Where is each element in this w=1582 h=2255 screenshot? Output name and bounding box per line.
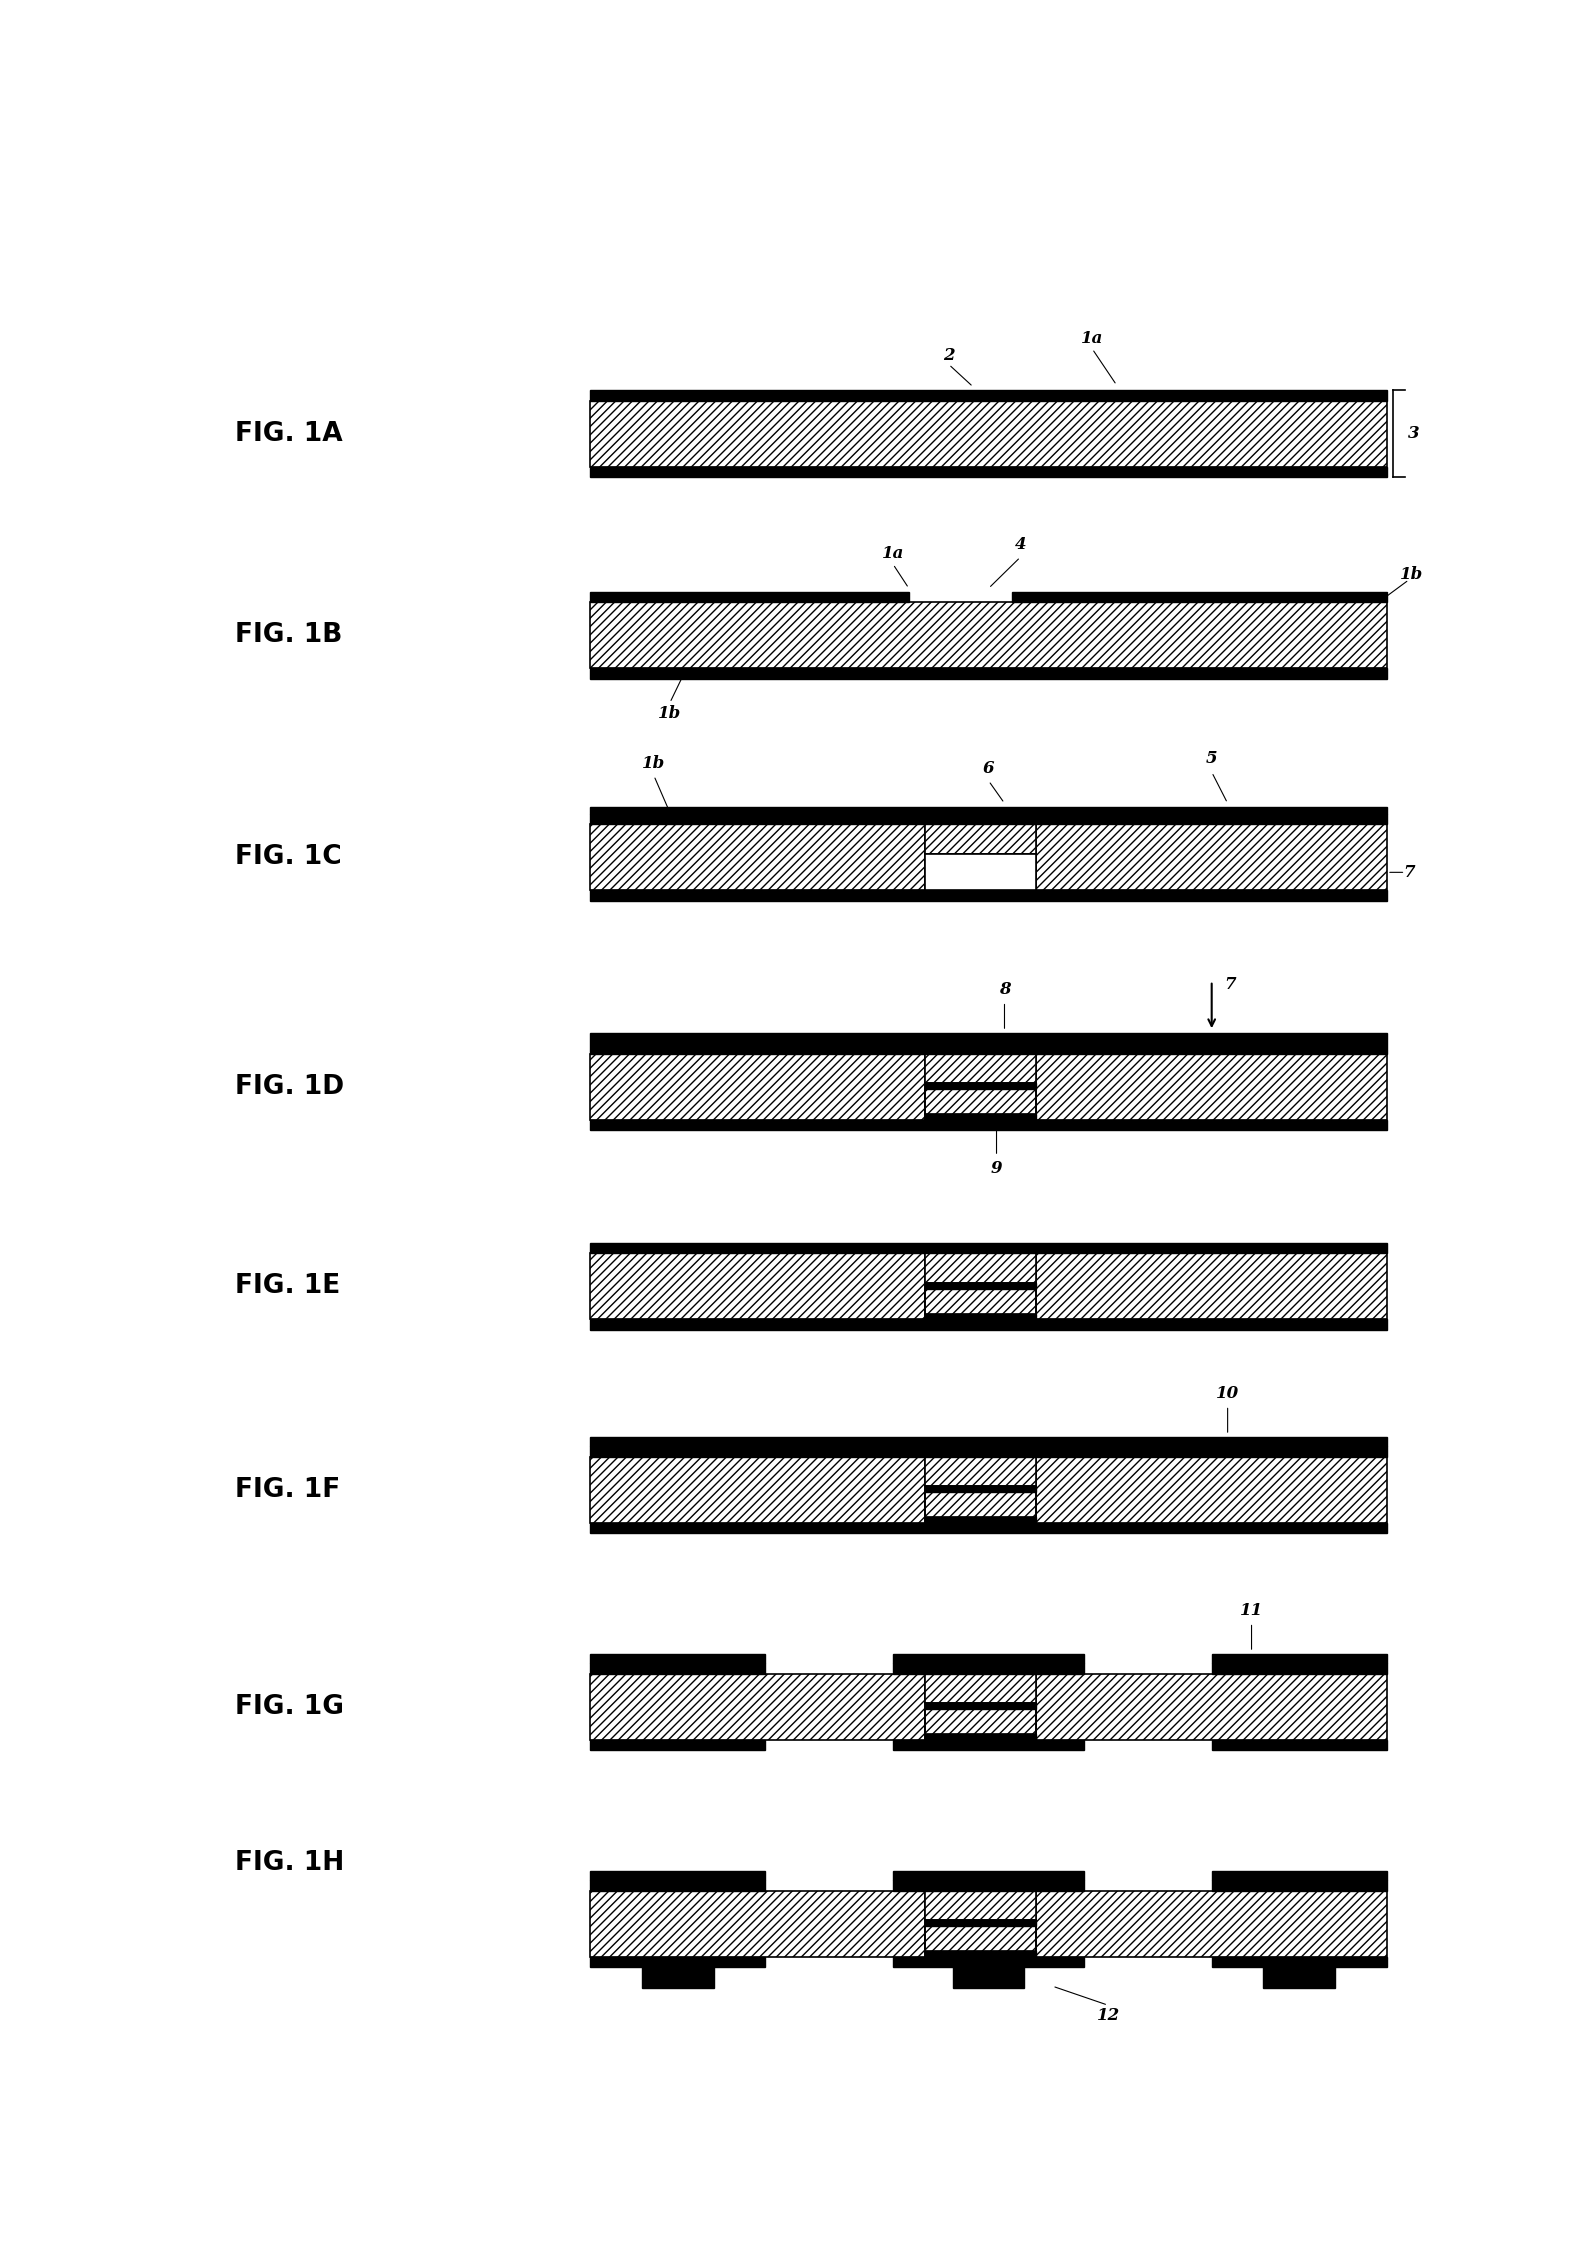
Bar (590, 1872, 766, 1881)
Bar (925, 1703, 1036, 1709)
Bar (590, 390, 1387, 401)
Bar (925, 1114, 1036, 1121)
Bar (590, 1881, 766, 1890)
Bar (590, 807, 1387, 814)
Text: FIG. 1G: FIG. 1G (234, 1694, 343, 1721)
Bar (1212, 1664, 1387, 1673)
Bar (1036, 1890, 1387, 1957)
Bar (590, 1522, 1387, 1533)
Bar (925, 1951, 1036, 1957)
Bar (925, 1926, 1036, 1951)
Bar (590, 1121, 1387, 1130)
Bar (925, 825, 1036, 855)
Bar (1212, 1872, 1387, 1881)
Bar (590, 1957, 766, 1966)
Bar (925, 1283, 1036, 1290)
Bar (590, 1033, 1387, 1053)
Bar (1212, 1739, 1387, 1750)
Text: 9: 9 (990, 1159, 1003, 1177)
Bar (590, 1319, 1387, 1330)
Bar (925, 1921, 1036, 1926)
Text: 2: 2 (943, 347, 954, 363)
Bar (590, 1436, 1387, 1445)
Text: 4: 4 (1014, 537, 1027, 552)
Bar (590, 667, 1387, 679)
Bar (925, 1673, 1036, 1703)
Text: 8: 8 (998, 981, 1011, 999)
Bar (925, 1486, 1036, 1493)
Text: FIG. 1D: FIG. 1D (234, 1073, 343, 1100)
Bar (925, 1518, 1036, 1522)
Bar (590, 825, 925, 891)
Bar (590, 1457, 925, 1522)
Bar (1036, 1254, 1387, 1319)
Bar (952, 1966, 1025, 1989)
Text: 5: 5 (1205, 749, 1218, 767)
Bar (590, 1739, 766, 1750)
Bar (1212, 1957, 1387, 1966)
Bar (590, 591, 908, 602)
Bar (1212, 1881, 1387, 1890)
Bar (590, 467, 1387, 478)
Bar (892, 1957, 1084, 1966)
Bar (925, 1082, 1036, 1089)
Bar (1036, 1673, 1387, 1739)
Bar (925, 1315, 1036, 1319)
Text: FIG. 1E: FIG. 1E (234, 1274, 340, 1299)
Text: 1a: 1a (881, 546, 903, 561)
Text: 6: 6 (982, 760, 995, 778)
Text: 1b: 1b (1400, 566, 1424, 584)
Text: 7: 7 (1403, 864, 1414, 882)
Bar (590, 1890, 925, 1957)
Text: 12: 12 (1096, 2007, 1120, 2025)
Text: 7: 7 (1224, 976, 1236, 992)
Bar (590, 1664, 766, 1673)
Bar (1036, 825, 1387, 891)
Text: FIG. 1H: FIG. 1H (234, 1849, 343, 1876)
Bar (1012, 591, 1387, 602)
Bar (590, 1053, 925, 1121)
Bar (925, 1290, 1036, 1315)
Bar (590, 814, 1387, 825)
Bar (925, 1734, 1036, 1739)
Text: 1b: 1b (642, 755, 666, 771)
Text: FIG. 1F: FIG. 1F (234, 1477, 340, 1502)
Text: FIG. 1B: FIG. 1B (234, 622, 342, 647)
Bar (590, 1254, 925, 1319)
Bar (925, 1457, 1036, 1486)
Bar (642, 1966, 713, 1989)
Bar (925, 1493, 1036, 1518)
Text: 1a: 1a (1081, 329, 1103, 347)
Bar (925, 1890, 1036, 1921)
Bar (925, 1053, 1036, 1082)
Bar (892, 1872, 1084, 1881)
Bar (892, 1653, 1084, 1664)
Bar (925, 1089, 1036, 1114)
Bar (1036, 1457, 1387, 1522)
Bar (925, 855, 1036, 891)
Text: 11: 11 (1240, 1601, 1262, 1619)
Bar (1264, 1966, 1335, 1989)
Bar (892, 1739, 1084, 1750)
Bar (590, 1673, 925, 1739)
Text: FIG. 1A: FIG. 1A (234, 422, 342, 446)
Bar (1036, 1053, 1387, 1121)
Bar (590, 401, 1387, 467)
Text: 10: 10 (1217, 1385, 1239, 1403)
Text: 3: 3 (1408, 426, 1419, 442)
Bar (1212, 1653, 1387, 1664)
Bar (892, 1881, 1084, 1890)
Bar (590, 1243, 1387, 1254)
Bar (590, 602, 1387, 667)
Text: FIG. 1C: FIG. 1C (234, 843, 342, 870)
Bar (590, 1653, 766, 1664)
Bar (590, 1445, 1387, 1457)
Bar (590, 891, 1387, 902)
Bar (925, 1254, 1036, 1283)
Bar (892, 1664, 1084, 1673)
Bar (925, 1709, 1036, 1734)
Text: 1b: 1b (658, 706, 682, 722)
